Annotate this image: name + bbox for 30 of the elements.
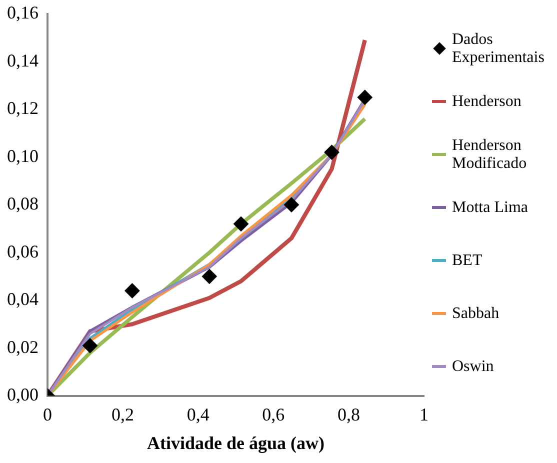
y-tick-label: 0,12 <box>7 98 38 118</box>
point <box>357 90 372 105</box>
x-axis-title: Atividade de água (aw) <box>146 432 325 453</box>
legend-label: Oswin <box>452 358 494 376</box>
y-tick-label: 0,08 <box>7 194 38 214</box>
point <box>82 338 98 354</box>
x-tick-label: 0,4 <box>186 404 210 424</box>
point <box>234 216 249 232</box>
x-tick-label: 1 <box>420 404 428 424</box>
legend-label: Dados Experimentais <box>452 30 546 66</box>
point <box>284 197 299 212</box>
y-tick-label: 0,04 <box>7 289 38 310</box>
legend-label: Sabbah <box>452 304 500 322</box>
point <box>124 283 140 298</box>
legend-label: Henderson Modificado <box>452 136 528 172</box>
legend-label: Henderson <box>452 92 522 110</box>
x-tick-label: 0,2 <box>112 404 134 424</box>
x-tick-label: 0,8 <box>337 404 360 424</box>
y-tick-label: 0,14 <box>7 50 38 70</box>
legend-label: Motta Lima <box>452 198 528 216</box>
legend-label: BET <box>452 252 482 270</box>
y-tick-label: 0,06 <box>7 241 38 262</box>
x-tick-label: 0,6 <box>262 404 285 424</box>
point <box>324 144 340 160</box>
y-tick-label: 0,00 <box>7 384 38 405</box>
y-tick-label: 0,02 <box>7 336 38 357</box>
x-tick-label: 0 <box>43 404 52 424</box>
y-tick-label: 0,16 <box>7 2 38 23</box>
y-tick-label: 0,10 <box>7 146 38 166</box>
point <box>202 268 217 284</box>
